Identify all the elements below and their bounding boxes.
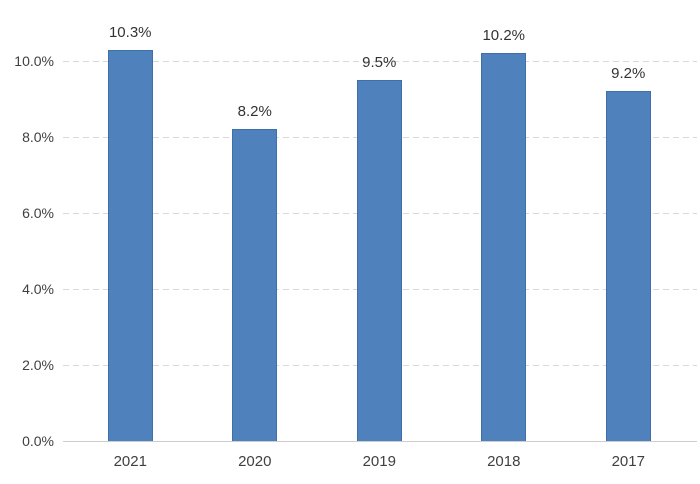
x-category-label: 2018 [487, 453, 521, 470]
y-tick-label: 2.0% [22, 357, 54, 373]
bar-value-label: 10.2% [482, 27, 526, 44]
y-tick-label: 6.0% [22, 205, 54, 221]
bar-2021 [107, 50, 153, 441]
bar-value-label: 8.2% [237, 103, 272, 120]
x-category-label: 2019 [362, 453, 396, 470]
x-category-label: 2020 [238, 453, 272, 470]
gridline-10.0% [63, 61, 697, 62]
y-tick-label: 10.0% [14, 53, 54, 69]
x-category-label: 2017 [611, 453, 645, 470]
bar-2018 [481, 53, 527, 441]
y-tick-label: 8.0% [22, 129, 54, 145]
bar-2019 [356, 80, 402, 441]
bar-value-label: 9.2% [611, 65, 646, 82]
y-tick-label: 4.0% [22, 281, 54, 297]
x-category-label: 2021 [113, 453, 147, 470]
bar-value-label: 10.3% [108, 24, 152, 41]
bar-2020 [232, 129, 278, 441]
x-axis-line [63, 441, 697, 442]
y-tick-label: 0.0% [22, 433, 54, 449]
bar-2017 [605, 91, 651, 441]
bar-value-label: 9.5% [362, 54, 397, 71]
